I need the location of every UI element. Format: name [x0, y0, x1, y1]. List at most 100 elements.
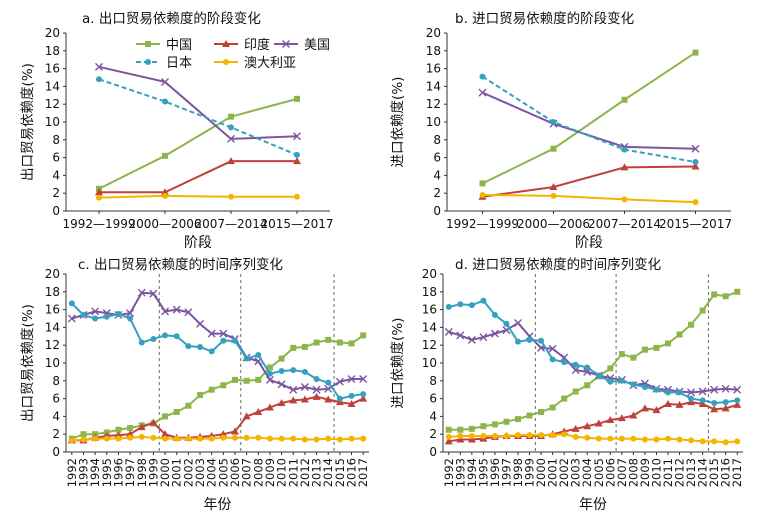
data-point-usa — [91, 307, 100, 316]
data-point-japan — [503, 320, 510, 327]
data-point-japan — [584, 364, 591, 371]
data-point-india — [312, 392, 321, 400]
data-point-australia — [228, 193, 234, 200]
series-line-japan — [481, 75, 696, 164]
data-point-australia — [468, 432, 475, 439]
data-point-china — [538, 408, 545, 415]
y-tick-label: 14 — [422, 320, 437, 334]
y-tick-label: 2 — [52, 186, 60, 200]
legend-label-usa: 美国 — [304, 38, 330, 53]
data-point-usa — [444, 327, 453, 336]
y-tick-label: 14 — [45, 320, 60, 334]
series-line-australia — [482, 193, 696, 204]
data-point-japan — [185, 343, 192, 350]
y-tick-label: 18 — [422, 285, 437, 299]
series-line-china — [482, 51, 697, 185]
x-tick-label: 2003 — [193, 458, 207, 487]
y-tick-label: 16 — [45, 62, 60, 76]
data-point-china — [722, 293, 729, 300]
x-tick-label: 2011 — [661, 458, 675, 487]
data-point-australia — [162, 192, 168, 199]
data-point-china — [294, 95, 300, 102]
data-point-japan — [722, 399, 729, 406]
x-axis-label: 阶段 — [184, 235, 212, 251]
data-point-australia — [68, 437, 75, 444]
data-point-japan — [231, 337, 238, 344]
x-tick-label: 1993 — [76, 458, 90, 487]
data-point-usa — [161, 77, 169, 86]
data-point-japan — [641, 384, 648, 391]
data-point-usa — [277, 380, 286, 389]
series-line-australia — [98, 194, 297, 199]
data-point-usa — [478, 88, 487, 97]
x-tick-label: 2009 — [263, 458, 277, 487]
x-tick-label: 2007 — [240, 458, 254, 487]
data-point-india — [664, 399, 672, 407]
data-point-japan — [479, 73, 486, 80]
y-axis-label: 进口依赖度(%) — [390, 318, 406, 409]
x-tick-label: 1995 — [100, 458, 114, 487]
data-point-australia — [561, 431, 568, 438]
data-point-australia — [549, 432, 556, 439]
y-tick-label: 16 — [426, 62, 441, 76]
data-point-japan — [491, 311, 498, 318]
y-axis-label: 出口贸易依赖度(%) — [20, 63, 36, 181]
data-point-india — [95, 188, 103, 196]
y-tick-label: 2 — [433, 186, 441, 200]
y-tick-label: 12 — [45, 97, 60, 111]
x-tick-label: 2008 — [626, 458, 640, 487]
data-point-india — [710, 405, 719, 413]
data-point-china — [208, 386, 215, 393]
series-line-china — [98, 97, 298, 190]
data-point-india — [640, 404, 649, 412]
data-point-japan — [348, 392, 355, 399]
data-point-china — [185, 402, 192, 409]
x-tick-label: 1999 — [146, 458, 160, 487]
data-point-australia — [150, 434, 157, 441]
x-tick-label: 2016 — [719, 458, 733, 487]
data-point-australia — [173, 435, 180, 442]
data-point-japan — [561, 359, 568, 366]
data-point-usa — [479, 333, 488, 342]
data-point-usa — [548, 344, 557, 353]
chart-title: a. 出口贸易依赖度的阶段变化 — [82, 11, 261, 27]
data-point-australia — [127, 434, 134, 441]
data-point-australia — [676, 436, 683, 443]
x-tick-label: 2010 — [275, 458, 289, 487]
data-point-australia — [526, 432, 533, 439]
legend-marker-australia — [223, 59, 229, 65]
data-point-china — [255, 376, 262, 383]
chart-d: d. 进口贸易依赖度的时间序列变化 0 2 4 6 8 10 12 14 16 18 20 进口依赖度(… — [390, 257, 744, 513]
data-point-india — [617, 414, 626, 422]
x-axis-label: 阶段 — [575, 235, 603, 251]
legend-marker-china — [145, 41, 151, 47]
data-point-china — [313, 339, 320, 346]
data-point-usa — [733, 385, 742, 394]
data-point-china — [278, 355, 285, 362]
x-tick-label: 2012 — [298, 458, 312, 487]
data-point-japan — [325, 379, 332, 386]
y-tick-label: 6 — [429, 392, 437, 406]
x-tick-label: 2007—2014 — [194, 217, 267, 231]
data-point-australia — [699, 438, 706, 445]
data-point-australia — [688, 437, 695, 444]
data-point-india — [594, 419, 603, 427]
y-tick-label: 12 — [45, 338, 60, 352]
data-point-japan — [138, 339, 145, 346]
data-point-india — [359, 394, 368, 402]
data-point-india — [242, 412, 251, 420]
data-point-china — [515, 416, 521, 423]
data-point-usa — [698, 387, 707, 396]
x-tick-label: 2004 — [580, 458, 594, 487]
data-point-usa — [172, 305, 181, 314]
data-point-india — [733, 400, 742, 408]
series-line-usa — [482, 91, 696, 150]
data-point-australia — [278, 435, 285, 442]
data-point-australia — [607, 435, 614, 442]
data-point-china — [243, 377, 250, 384]
data-point-india — [293, 157, 301, 165]
x-tick-label: 2015 — [707, 458, 721, 487]
data-point-japan — [294, 151, 300, 158]
data-point-india — [149, 418, 158, 426]
data-point-china — [115, 426, 122, 433]
